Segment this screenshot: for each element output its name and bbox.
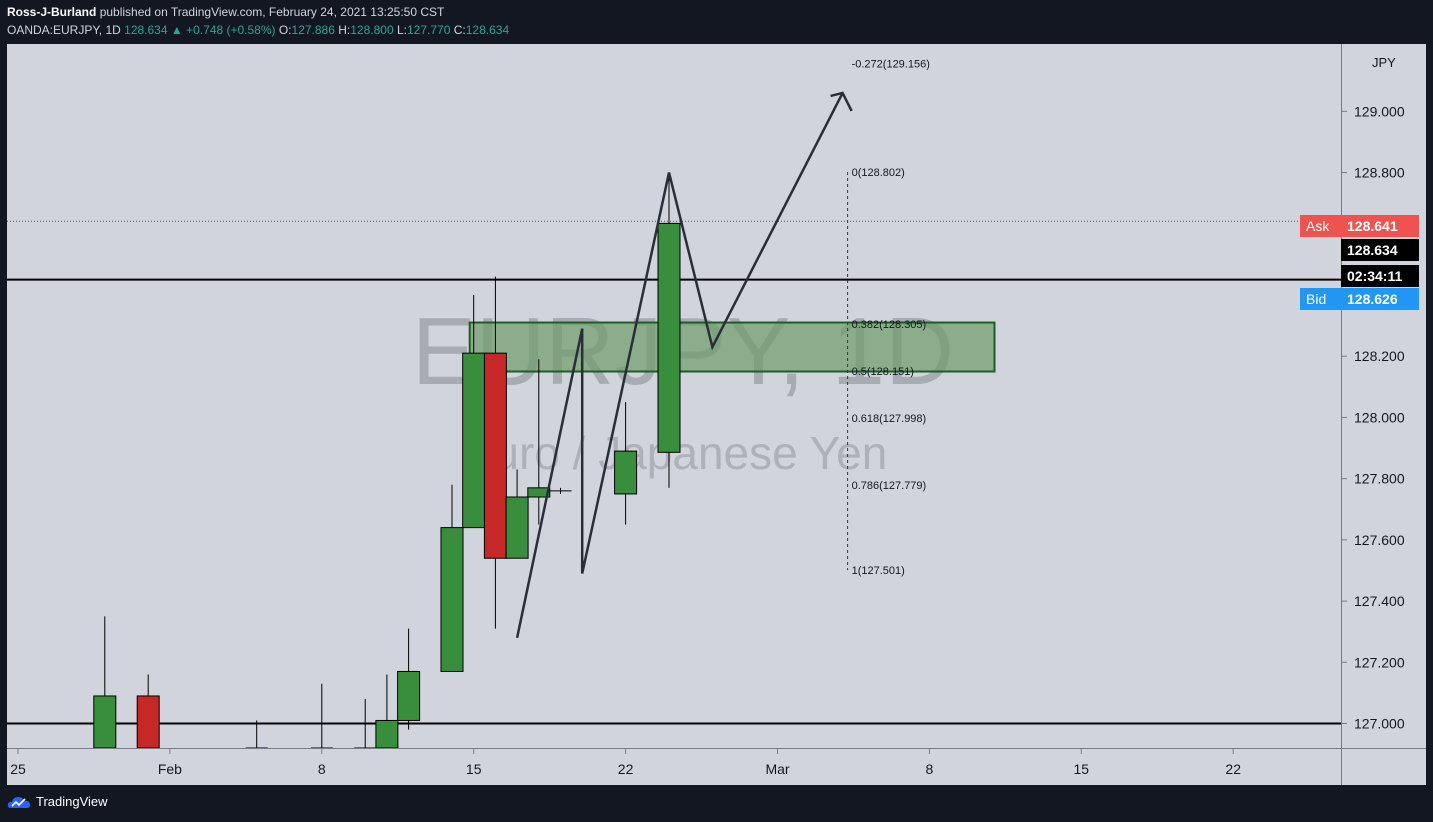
publication-info: Ross-J-Burland published on TradingView.… (7, 5, 444, 19)
y-tick-label: 127.200 (1354, 654, 1405, 670)
y-tick-label: 129.000 (1354, 103, 1405, 119)
fib-level-label: 0.382(128.305) (852, 319, 927, 331)
candle-body (462, 352, 486, 529)
x-tick-label: Feb (158, 761, 182, 777)
fib-level-label: 0.786(127.779) (852, 480, 927, 492)
axis-corner (1341, 748, 1426, 786)
candle-body (375, 719, 399, 748)
candle-body (505, 496, 529, 559)
publish-info: published on TradingView.com, February 2… (99, 5, 445, 19)
chart-canvas[interactable]: EURJPY, 1DEuro / Japanese Yen -0.272(129… (7, 44, 1341, 748)
countdown-tag: 02:34:11 (1341, 265, 1419, 287)
candle-body (657, 222, 681, 453)
brand-name: TradingView (36, 794, 108, 809)
fib-level-label: 0.5(128.151) (852, 366, 914, 378)
last-price: 128.634 (124, 23, 168, 37)
x-tick-label: 22 (618, 761, 634, 777)
fib-level-label: 0(128.802) (852, 167, 905, 179)
chart-plot-area[interactable]: EURJPY, 1DEuro / Japanese Yen -0.272(129… (7, 44, 1341, 748)
candle-body (397, 670, 421, 721)
candle-body (527, 487, 551, 498)
time-axis-canvas[interactable]: 25 Feb 8 15 22 Mar 8 15 22 (7, 749, 1341, 786)
x-tick-label: 25 (10, 761, 26, 777)
y-tick-label: 128.200 (1354, 348, 1405, 364)
low-label: L: (396, 23, 407, 37)
support-zone-rect (468, 321, 996, 373)
price-axis[interactable]: 129.000 128.800 128.200 128.000 127.800 127.6… (1341, 44, 1426, 748)
projection-zigzag (515, 92, 844, 639)
candle-body (483, 352, 507, 559)
chart-header: Ross-J-Burland published on TradingView.… (0, 0, 1433, 44)
x-tick-label: 15 (466, 761, 482, 777)
x-tick-label: 15 (1074, 761, 1090, 777)
footer: TradingView (0, 785, 1433, 822)
fib-level-label: 1(127.501) (852, 565, 905, 577)
symbol-label[interactable]: OANDA:EURJPY, 1D (7, 23, 121, 37)
last-price-tag: 128.634 (1341, 239, 1419, 261)
tradingview-logo[interactable]: TradingView (7, 794, 108, 809)
time-axis[interactable]: 25 Feb 8 15 22 Mar 8 15 22 (7, 748, 1341, 786)
high-value: 128.800 (350, 23, 394, 37)
low-value: 127.770 (407, 23, 451, 37)
bid-tag-label: Bid (1300, 288, 1341, 310)
y-tick-label: 127.400 (1354, 593, 1405, 609)
ask-price-tag: 128.641 (1341, 215, 1419, 237)
x-tick-label: 22 (1225, 761, 1241, 777)
price-axis-canvas[interactable]: 129.000 128.800 128.200 128.000 127.800 127.6… (1342, 44, 1426, 748)
fib-level-label: -0.272(129.156) (852, 59, 930, 71)
candle-body (614, 450, 638, 495)
open-label: O: (278, 23, 292, 37)
currency-label: JPY (1372, 55, 1396, 70)
y-tick-label: 128.000 (1354, 409, 1405, 425)
symbol-ohlc: OANDA:EURJPY, 1D 128.634 ▲ +0.748 (+0.58… (7, 23, 509, 37)
author-name[interactable]: Ross-J-Burland (7, 5, 97, 19)
candle-body (440, 527, 464, 672)
y-tick-label: 127.600 (1354, 532, 1405, 548)
high-label: H: (338, 23, 351, 37)
fib-level-label: 0.618(127.998) (852, 413, 927, 425)
candle-body (136, 695, 160, 748)
y-tick-label: 127.000 (1354, 716, 1405, 732)
price-change: ▲ +0.748 (+0.58%) (170, 23, 276, 37)
open-value: 127.886 (291, 23, 335, 37)
x-tick-label: 8 (926, 761, 934, 777)
bid-price-tag: 128.626 (1341, 288, 1419, 310)
candle-body (93, 695, 117, 748)
ask-tag-label: Ask (1300, 215, 1341, 237)
projection-arrowhead (830, 91, 853, 112)
close-label: C: (453, 23, 466, 37)
close-value: 128.634 (465, 23, 510, 37)
y-tick-label: 128.800 (1354, 165, 1405, 181)
x-tick-label: Mar (765, 761, 789, 777)
y-tick-label: 127.800 (1354, 471, 1405, 487)
cloud-logo-icon (7, 796, 31, 808)
x-tick-label: 8 (318, 761, 326, 777)
